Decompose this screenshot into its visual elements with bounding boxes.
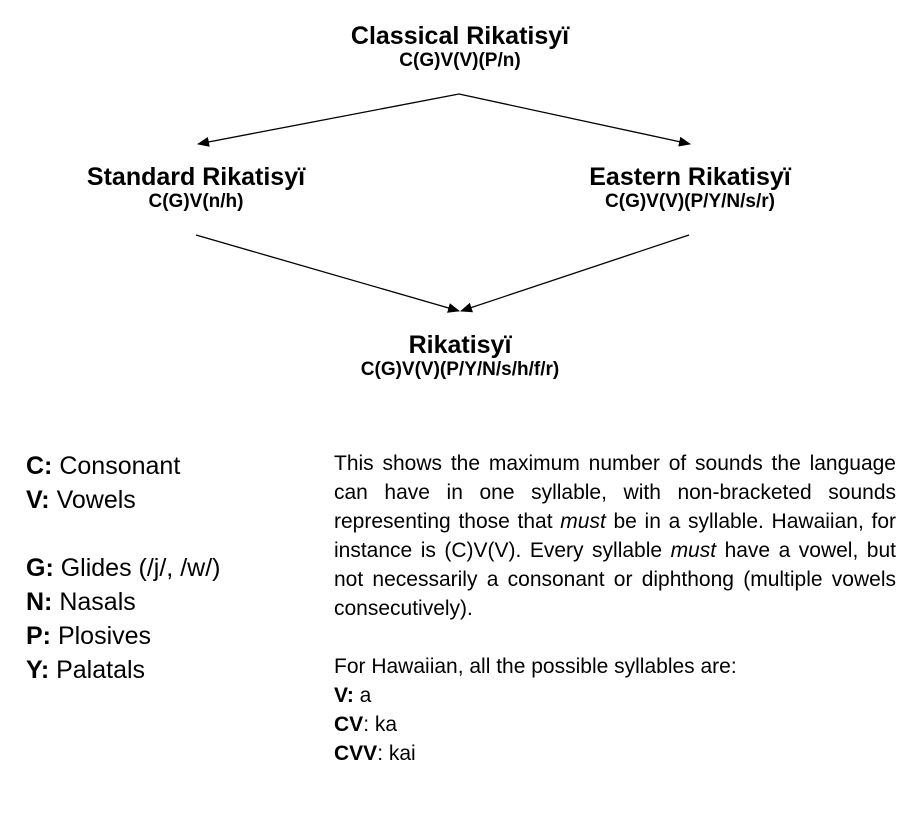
legend-key: G: [26,554,54,582]
example-cv: CV: ka [334,710,896,739]
legend-desc: Glides (/j/, /w/) [53,554,221,582]
node-eastern: Eastern Rikatisyï C(G)V(V)(P/Y/N/s/r) [589,163,791,213]
node-classical: Classical Rikatisyï C(G)V(V)(P/n) [351,22,569,72]
explanation-text: be in a syllable. Hawaiian, for instance… [334,510,896,562]
node-standard: Standard Rikatisyï C(G)V(n/h) [87,163,305,213]
legend-item-palatals: Y: Palatals [26,653,220,687]
legend-key: P: [26,622,51,650]
explanation-emphasis: must [560,510,606,533]
arrow-standard-to-rikatisyi [195,234,460,313]
example-value: : ka [363,713,398,736]
arrow-classical-to-eastern [458,93,691,147]
node-rikatisyi: Rikatisyï C(G)V(V)(P/Y/N/s/h/f/r) [361,331,559,381]
legend-key: C: [26,452,53,480]
legend-key: V: [26,486,50,514]
example-value: a [353,684,372,707]
node-eastern-pattern: C(G)V(V)(P/Y/N/s/r) [605,191,775,212]
node-rikatisyi-name: Rikatisyï [408,331,512,359]
legend-desc: Vowels [49,486,136,514]
explanation-text: have a vowel, but not necessarily a cons… [334,539,896,620]
legend-item-glides: G: Glides (/j/, /w/) [26,551,220,585]
legend-item-vowels: V: Vowels [26,483,220,517]
example-key: V: [334,684,354,707]
legend-desc: Palatals [49,656,146,684]
legend-desc: Consonant [52,452,181,480]
node-standard-pattern: C(G)V(n/h) [148,191,244,212]
legend: C: Consonant V: Vowels G: Glides (/j/, /… [26,449,220,687]
arrow-eastern-to-rikatisyi [460,234,690,313]
legend-desc: Nasals [52,588,136,616]
legend-item-consonant: C: Consonant [26,449,220,483]
example-key: CVV [334,742,378,765]
node-standard-name: Standard Rikatisyï [86,163,306,191]
node-classical-pattern: C(G)V(V)(P/n) [399,50,521,71]
legend-desc: Plosives [51,622,152,650]
arrow-classical-to-standard [197,93,460,147]
legend-key: N: [26,588,53,616]
legend-key: Y: [26,656,50,684]
explanation: This shows the maximum number of sounds … [334,449,896,768]
explanation-paragraph: This shows the maximum number of sounds … [334,449,896,623]
explanation-text: This shows the maximum number of sounds … [334,452,896,533]
node-rikatisyi-pattern: C(G)V(V)(P/Y/N/s/h/f/r) [360,359,560,380]
node-eastern-name: Eastern Rikatisyï [589,163,791,191]
node-classical-name: Classical Rikatisyï [350,22,570,50]
legend-item-plosives: P: Plosives [26,619,220,653]
legend-item-nasals: N: Nasals [26,585,220,619]
example-v: V: a [334,681,896,710]
example-value: : kai [377,742,416,765]
explanation-emphasis: must [670,539,717,562]
example-cvv: CVV: kai [334,739,896,768]
hawaiian-intro: For Hawaiian, all the possible syllables… [334,655,737,678]
example-key: CV [334,713,364,736]
